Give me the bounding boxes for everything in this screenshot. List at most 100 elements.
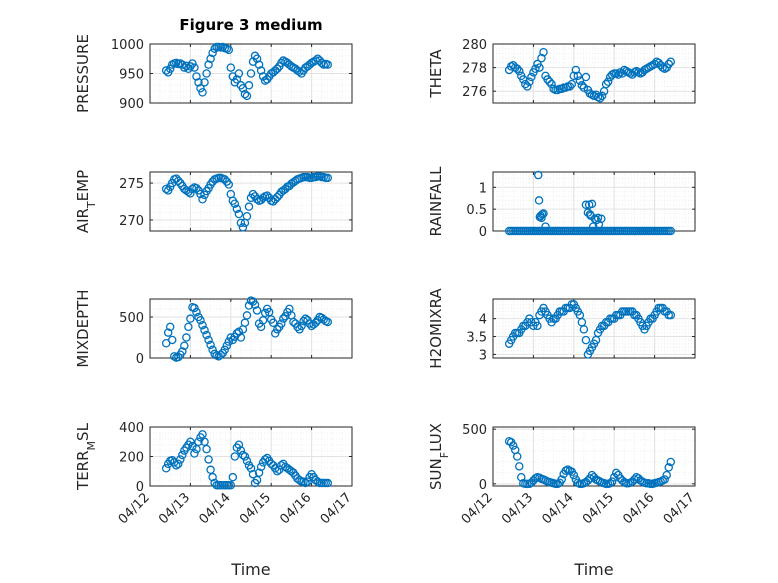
- data-point: [176, 455, 185, 464]
- y-axis-label-main: THETA: [427, 49, 445, 99]
- data-point: [178, 347, 187, 356]
- data-point: [220, 175, 229, 184]
- data-point: [206, 340, 215, 350]
- y-tick-label: 1000: [111, 38, 144, 53]
- y-tick-label: 0: [479, 478, 487, 493]
- data-point: [281, 311, 290, 321]
- data-point: [210, 44, 219, 53]
- data-point: [609, 473, 619, 482]
- figure-title: Figure 3 medium: [179, 16, 322, 34]
- data-point: [226, 481, 236, 490]
- data-point: [273, 192, 282, 202]
- data-point: [508, 441, 518, 450]
- data-point: [630, 475, 639, 484]
- y-axis-label-main: PRESSURE: [74, 34, 92, 113]
- data-point: [226, 333, 236, 342]
- data-point: [236, 446, 246, 455]
- data-point: [161, 184, 171, 194]
- y-axis-label-main: TERR: [74, 450, 92, 491]
- data-point: [533, 321, 542, 331]
- data-point: [161, 464, 171, 473]
- data-point: [515, 66, 524, 76]
- data-point: [246, 464, 256, 473]
- data-point: [317, 58, 326, 68]
- data-point: [200, 437, 209, 446]
- data-point: [547, 79, 556, 89]
- data-point: [252, 195, 262, 204]
- panel-h2omixra: 3 3.5 4 H2OMIXRA: [427, 288, 696, 369]
- data-point: [268, 318, 278, 328]
- data-point: [270, 329, 280, 338]
- data-point: [301, 478, 310, 488]
- data-point: [240, 89, 250, 99]
- y-axis-label-rest: SL: [74, 422, 92, 441]
- data-point: [198, 88, 207, 97]
- axes-box: [492, 426, 696, 487]
- y-axis-label-subscript: M: [85, 441, 98, 451]
- panel-pressure: 900 950 1000 PRESSURE: [74, 34, 353, 113]
- data-point: [515, 462, 524, 471]
- data-point: [323, 478, 333, 488]
- y-axis-label: H2OMIXRA: [427, 288, 445, 369]
- y-axis-label-rest: LUX: [427, 423, 445, 452]
- data-point: [575, 76, 585, 85]
- y-axis-label-main: MIXDEPTH: [74, 289, 92, 367]
- data-point: [184, 322, 193, 332]
- data-point: [313, 477, 322, 486]
- data-point: [248, 469, 258, 479]
- data-point: [208, 472, 217, 482]
- data-point: [165, 322, 175, 332]
- y-tick-label: 500: [462, 423, 487, 438]
- data-point: [660, 475, 669, 484]
- x-axis-label-right: Time: [573, 560, 613, 579]
- data-point: [258, 316, 268, 325]
- data-point: [240, 452, 250, 461]
- data-point: [557, 475, 566, 484]
- y-tick-label: 276: [462, 85, 487, 100]
- y-axis-label: SUNFLUX: [427, 423, 451, 490]
- data-point: [194, 78, 203, 87]
- y-tick-label: 400: [119, 421, 144, 436]
- data-point: [273, 64, 282, 74]
- data-point: [569, 470, 579, 480]
- data-point: [174, 352, 183, 362]
- data-point: [581, 200, 591, 210]
- y-axis-label-main: H2OMIXRA: [427, 288, 445, 369]
- data-point: [662, 470, 671, 480]
- y-tick-label: 280: [462, 38, 487, 53]
- data-point: [569, 71, 579, 81]
- y-tick-label: 278: [462, 62, 487, 77]
- y-axis-label-subscript: T: [85, 201, 98, 209]
- data-point: [250, 300, 260, 309]
- data-point: [165, 64, 175, 74]
- data-point: [565, 82, 575, 91]
- data-point: [236, 218, 246, 228]
- y-tick-label: 1: [479, 181, 487, 196]
- panel-air_temp: 270 275 AIRTEMP: [74, 170, 353, 233]
- data-point: [571, 65, 581, 75]
- data-point: [226, 63, 236, 72]
- data-point: [537, 53, 546, 63]
- data-point: [204, 455, 213, 464]
- data-point: [279, 314, 288, 323]
- data-point: [180, 63, 189, 72]
- y-axis-label-main: SUN: [427, 458, 445, 490]
- data-point: [196, 316, 205, 325]
- data-point: [254, 468, 264, 477]
- data-point: [198, 195, 207, 204]
- data-point: [613, 70, 623, 79]
- y-axis-label-main: RAINFALL: [427, 166, 445, 237]
- data-point: [222, 341, 232, 350]
- data-point: [277, 58, 286, 68]
- axes-box: [149, 171, 353, 232]
- data-point: [260, 455, 270, 464]
- data-point: [248, 189, 258, 199]
- y-tick-label: 0.5: [466, 203, 487, 218]
- data-point: [293, 322, 302, 332]
- data-point: [220, 345, 229, 355]
- data-point: [577, 81, 587, 90]
- data-point: [311, 318, 320, 328]
- data-point: [587, 199, 597, 209]
- data-point: [273, 325, 282, 334]
- data-point: [242, 456, 252, 466]
